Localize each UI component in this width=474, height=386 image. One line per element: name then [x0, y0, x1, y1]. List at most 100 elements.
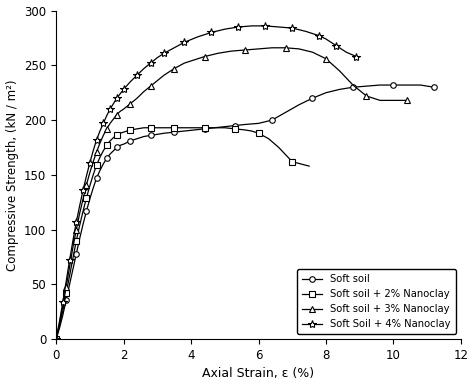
Soft soil + 2% Nanoclay: [232, 127, 238, 131]
Soft soil + 2% Nanoclay: [56, 324, 62, 328]
Soft Soil + 4% Nanoclay: [303, 29, 309, 34]
Y-axis label: Compressive Strength, (kN / m²): Compressive Strength, (kN / m²): [6, 79, 18, 271]
Soft soil: [404, 83, 410, 87]
Soft soil + 3% Nanoclay: [391, 98, 396, 103]
Soft Soil + 4% Nanoclay: [53, 337, 59, 342]
Soft Soil + 4% Nanoclay: [80, 188, 86, 193]
Soft soil: [56, 326, 62, 330]
Soft soil + 2% Nanoclay: [134, 127, 140, 131]
Soft Soil + 4% Nanoclay: [83, 174, 89, 178]
Soft Soil + 4% Nanoclay: [56, 319, 62, 324]
Soft soil: [121, 142, 127, 147]
Soft soil + 2% Nanoclay: [60, 308, 66, 313]
Line: Soft soil: Soft soil: [53, 82, 437, 342]
Soft soil: [87, 196, 92, 201]
Soft Soil + 4% Nanoclay: [222, 27, 228, 32]
Soft Soil + 4% Nanoclay: [94, 137, 100, 142]
Soft Soil + 4% Nanoclay: [70, 238, 76, 243]
Soft soil + 3% Nanoclay: [56, 322, 62, 326]
Soft soil: [128, 139, 133, 143]
Soft soil: [232, 123, 238, 128]
Soft Soil + 4% Nanoclay: [182, 40, 187, 45]
Soft soil + 3% Nanoclay: [155, 78, 160, 83]
Soft soil + 3% Nanoclay: [134, 96, 140, 100]
Soft soil + 3% Nanoclay: [377, 98, 383, 103]
Soft soil + 2% Nanoclay: [191, 125, 197, 130]
Soft Soil + 4% Nanoclay: [73, 220, 79, 224]
Soft Soil + 4% Nanoclay: [323, 37, 329, 41]
Soft soil + 3% Nanoclay: [182, 61, 187, 66]
Soft Soil + 4% Nanoclay: [77, 203, 82, 208]
Soft soil + 2% Nanoclay: [77, 223, 82, 228]
Line: Soft soil + 2% Nanoclay: Soft soil + 2% Nanoclay: [53, 125, 312, 342]
Soft Soil + 4% Nanoclay: [333, 43, 339, 48]
Soft soil + 3% Nanoclay: [191, 58, 197, 62]
Soft soil + 3% Nanoclay: [87, 170, 92, 175]
Soft Soil + 4% Nanoclay: [107, 107, 113, 112]
Soft soil + 2% Nanoclay: [128, 128, 133, 132]
Soft soil + 3% Nanoclay: [104, 127, 109, 131]
Soft soil + 3% Nanoclay: [323, 56, 329, 61]
Soft soil + 3% Nanoclay: [80, 196, 86, 201]
Soft soil: [91, 186, 96, 190]
Soft soil + 2% Nanoclay: [202, 125, 208, 130]
Soft Soil + 4% Nanoclay: [249, 24, 255, 28]
Soft soil: [364, 84, 369, 88]
Soft soil + 3% Nanoclay: [202, 54, 208, 59]
Soft soil + 3% Nanoclay: [283, 46, 288, 50]
Soft soil + 3% Nanoclay: [91, 159, 96, 164]
Soft Soil + 4% Nanoclay: [290, 26, 295, 30]
Soft soil + 2% Nanoclay: [100, 149, 106, 153]
Soft Soil + 4% Nanoclay: [128, 80, 133, 84]
Soft soil: [171, 130, 177, 134]
Soft soil + 3% Nanoclay: [77, 211, 82, 215]
Soft soil: [94, 176, 100, 181]
Soft soil: [64, 298, 69, 302]
Soft soil: [212, 125, 218, 130]
Soft soil + 2% Nanoclay: [249, 129, 255, 133]
Soft soil + 2% Nanoclay: [306, 164, 312, 168]
Soft Soil + 4% Nanoclay: [263, 24, 268, 28]
Soft soil + 3% Nanoclay: [337, 68, 342, 73]
Soft Soil + 4% Nanoclay: [171, 46, 177, 50]
Soft Soil + 4% Nanoclay: [100, 121, 106, 126]
Line: Soft soil + 3% Nanoclay: Soft soil + 3% Nanoclay: [53, 44, 410, 343]
Soft soil + 3% Nanoclay: [118, 109, 123, 113]
X-axis label: Axial Strain, ε (%): Axial Strain, ε (%): [202, 367, 315, 381]
Soft soil: [310, 96, 315, 100]
Soft soil + 2% Nanoclay: [141, 125, 146, 130]
Soft Soil + 4% Nanoclay: [118, 91, 123, 96]
Soft soil + 3% Nanoclay: [53, 337, 59, 342]
Soft Soil + 4% Nanoclay: [104, 113, 109, 118]
Soft Soil + 4% Nanoclay: [97, 129, 103, 133]
Soft soil: [191, 128, 197, 132]
Soft soil: [283, 110, 288, 115]
Soft soil: [73, 251, 79, 256]
Soft soil + 3% Nanoclay: [269, 46, 275, 50]
Soft soil + 3% Nanoclay: [255, 47, 261, 51]
Soft soil + 2% Nanoclay: [161, 125, 167, 130]
Soft soil: [110, 149, 116, 153]
Soft soil: [242, 122, 248, 127]
Soft Soil + 4% Nanoclay: [195, 34, 201, 39]
Soft soil + 3% Nanoclay: [296, 47, 302, 51]
Soft Soil + 4% Nanoclay: [121, 87, 127, 92]
Soft soil: [296, 102, 302, 107]
Soft soil + 2% Nanoclay: [276, 145, 282, 150]
Soft soil: [323, 90, 329, 95]
Soft Soil + 4% Nanoclay: [343, 50, 349, 54]
Soft soil: [80, 222, 86, 227]
Soft soil + 2% Nanoclay: [155, 125, 160, 130]
Soft soil + 2% Nanoclay: [182, 125, 187, 130]
Soft soil: [118, 143, 123, 147]
Soft soil + 3% Nanoclay: [83, 183, 89, 187]
Soft Soil + 4% Nanoclay: [114, 96, 119, 100]
Soft soil + 3% Nanoclay: [97, 141, 103, 146]
Soft soil + 2% Nanoclay: [121, 130, 127, 134]
Soft soil: [107, 152, 113, 156]
Soft Soil + 4% Nanoclay: [317, 34, 322, 38]
Soft soil + 3% Nanoclay: [141, 89, 146, 94]
Soft soil: [161, 131, 167, 135]
Soft soil + 2% Nanoclay: [73, 238, 79, 243]
Line: Soft Soil + 4% Nanoclay: Soft Soil + 4% Nanoclay: [52, 22, 361, 343]
